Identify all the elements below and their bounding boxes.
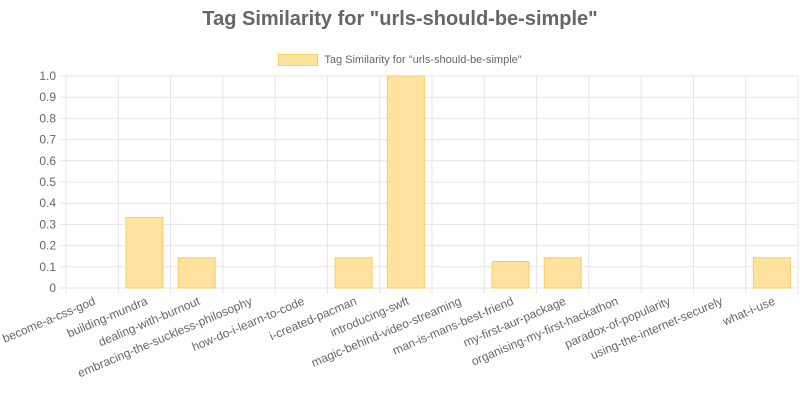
legend-swatch	[278, 54, 319, 66]
bars-layer	[125, 75, 791, 289]
bar-dealing-with-burnout[interactable]	[177, 257, 216, 289]
y-tick-label: 0.7	[39, 133, 56, 147]
x-tick-labels: become-a-css-godbuilding-mundradealing-w…	[0, 294, 777, 381]
bar-i-created-pacman[interactable]	[334, 257, 373, 289]
y-tick-label: 0	[49, 281, 56, 295]
bar-building-mundra[interactable]	[125, 216, 164, 289]
y-tick-label: 1.0	[39, 69, 56, 83]
y-tick-labels: 0 0.1 0.2 0.3 0.4 0.5 0.6 0.7 0.8 0.9 1.0	[39, 69, 56, 295]
legend[interactable]: Tag Similarity for "urls-should-be-simpl…	[0, 52, 800, 68]
y-tick-label: 0.3	[39, 217, 56, 231]
y-tick-label: 0.4	[39, 196, 56, 210]
y-tick-label: 0.6	[39, 154, 56, 168]
y-tick-label: 0.8	[39, 111, 56, 125]
y-tick-label: 0.1	[39, 260, 56, 274]
bar-introducing-swft[interactable]	[386, 75, 425, 289]
bar-my-first-aur-package[interactable]	[543, 257, 582, 289]
bar-man-is-mans-best-friend[interactable]	[491, 261, 530, 289]
x-tick-label: what-i-use	[720, 294, 778, 329]
y-tick-label: 0.9	[39, 90, 56, 104]
y-tick-label: 0.5	[39, 175, 56, 189]
grid-layer	[60, 75, 799, 294]
bar-what-i-use[interactable]	[752, 257, 791, 289]
chart-title: Tag Similarity for "urls-should-be-simpl…	[202, 8, 598, 30]
y-tick-label: 0.2	[39, 239, 56, 253]
legend-label: Tag Similarity for "urls-should-be-simpl…	[324, 54, 522, 66]
